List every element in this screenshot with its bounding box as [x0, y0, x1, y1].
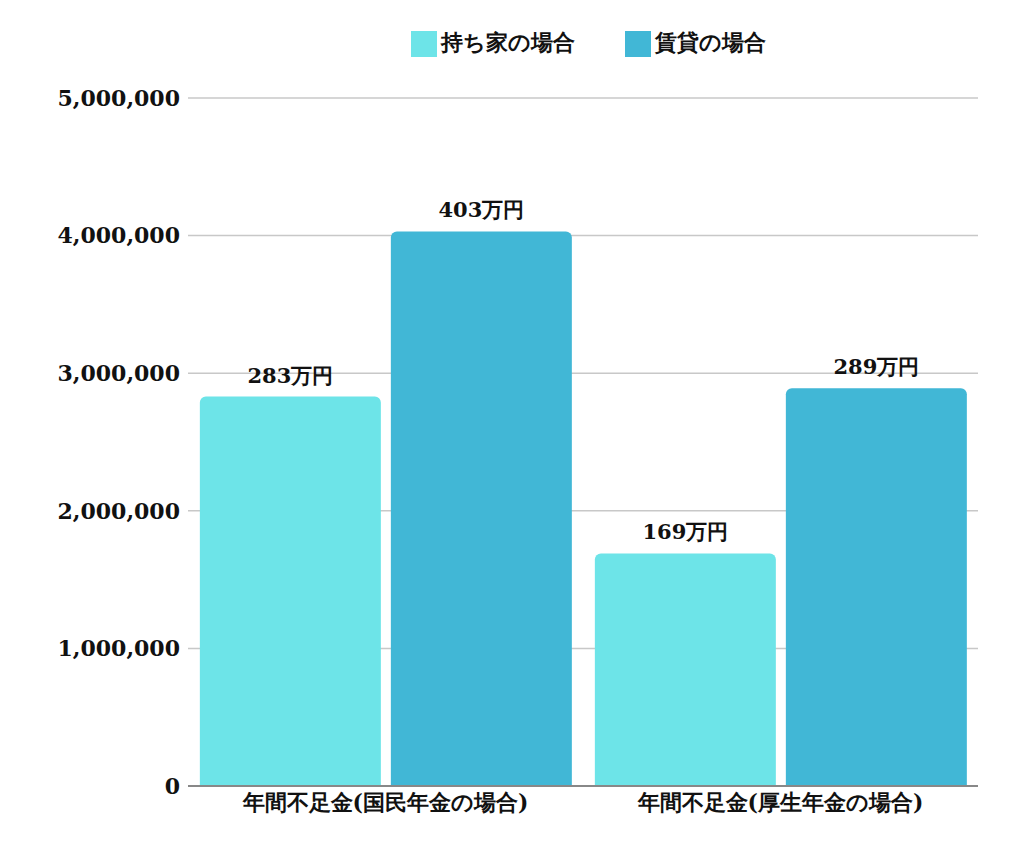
svg-text:0: 0	[165, 773, 180, 799]
svg-text:283万円: 283万円	[247, 363, 333, 388]
svg-text:5,000,000: 5,000,000	[58, 85, 180, 111]
svg-text:年間不足金(厚生年金の場合): 年間不足金(厚生年金の場合)	[637, 789, 924, 815]
svg-text:2,000,000: 2,000,000	[58, 498, 180, 524]
svg-text:403万円: 403万円	[438, 197, 524, 222]
svg-text:4,000,000: 4,000,000	[58, 222, 180, 248]
svg-text:3,000,000: 3,000,000	[58, 360, 180, 386]
svg-text:289万円: 289万円	[833, 354, 919, 379]
html-text:持ち家の場合: 持ち家の場合	[440, 29, 575, 55]
svg-text:1,000,000: 1,000,000	[58, 635, 180, 661]
html-text:賃貸の場合: 賃貸の場合	[654, 29, 766, 55]
svg-text:年間不足金(国民年金の場合): 年間不足金(国民年金の場合)	[242, 789, 529, 815]
svg-text:169万円: 169万円	[642, 519, 728, 544]
